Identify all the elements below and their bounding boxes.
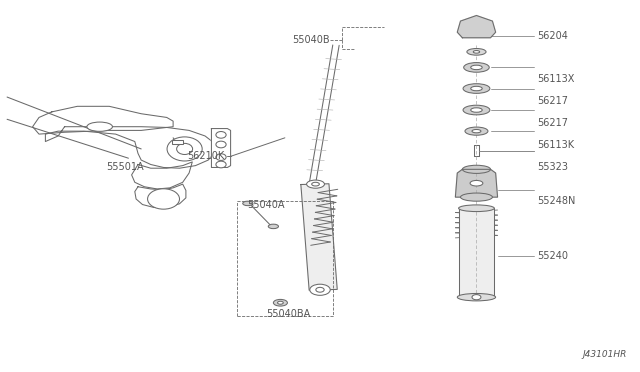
Ellipse shape	[472, 129, 481, 133]
Ellipse shape	[463, 165, 490, 173]
Text: 55501A: 55501A	[106, 163, 144, 173]
Polygon shape	[211, 129, 230, 167]
Ellipse shape	[461, 193, 492, 201]
Ellipse shape	[216, 154, 226, 160]
Polygon shape	[45, 127, 214, 168]
Ellipse shape	[310, 284, 330, 295]
Ellipse shape	[463, 105, 490, 115]
Ellipse shape	[216, 141, 226, 148]
Ellipse shape	[473, 51, 479, 53]
Text: 55323: 55323	[537, 163, 568, 173]
Polygon shape	[458, 16, 495, 38]
Polygon shape	[132, 162, 192, 189]
Text: 56210K: 56210K	[187, 151, 224, 161]
Ellipse shape	[465, 127, 488, 135]
Polygon shape	[135, 184, 186, 208]
Ellipse shape	[278, 301, 284, 304]
Ellipse shape	[307, 180, 324, 188]
Ellipse shape	[268, 224, 278, 229]
Bar	[172, 140, 183, 144]
Text: 56217: 56217	[537, 118, 568, 128]
Text: 56217: 56217	[537, 96, 568, 106]
Ellipse shape	[312, 182, 319, 186]
Bar	[459, 208, 494, 297]
Ellipse shape	[458, 294, 495, 301]
Ellipse shape	[148, 189, 179, 209]
Ellipse shape	[167, 137, 202, 161]
Text: 55040B: 55040B	[292, 35, 330, 45]
Ellipse shape	[463, 84, 490, 93]
Ellipse shape	[243, 201, 253, 206]
Ellipse shape	[177, 143, 193, 154]
Ellipse shape	[87, 122, 113, 131]
Text: 56204: 56204	[537, 31, 568, 41]
Ellipse shape	[470, 108, 482, 112]
Polygon shape	[301, 184, 337, 290]
Ellipse shape	[273, 299, 287, 306]
Text: 55040BA: 55040BA	[266, 309, 310, 319]
Ellipse shape	[216, 161, 226, 168]
Text: J43101HR: J43101HR	[582, 350, 627, 359]
Ellipse shape	[472, 295, 481, 300]
Ellipse shape	[470, 65, 482, 70]
Text: 55240: 55240	[537, 251, 568, 262]
Ellipse shape	[216, 132, 226, 138]
Ellipse shape	[459, 205, 494, 212]
Ellipse shape	[470, 180, 483, 186]
Ellipse shape	[316, 287, 324, 292]
Ellipse shape	[464, 62, 489, 72]
Text: 56113X: 56113X	[537, 74, 575, 84]
Ellipse shape	[470, 86, 482, 91]
Text: 55040A: 55040A	[247, 199, 284, 209]
Text: 56113K: 56113K	[537, 140, 574, 150]
Polygon shape	[456, 169, 497, 197]
Ellipse shape	[467, 48, 486, 55]
Text: 55248N: 55248N	[537, 196, 575, 206]
